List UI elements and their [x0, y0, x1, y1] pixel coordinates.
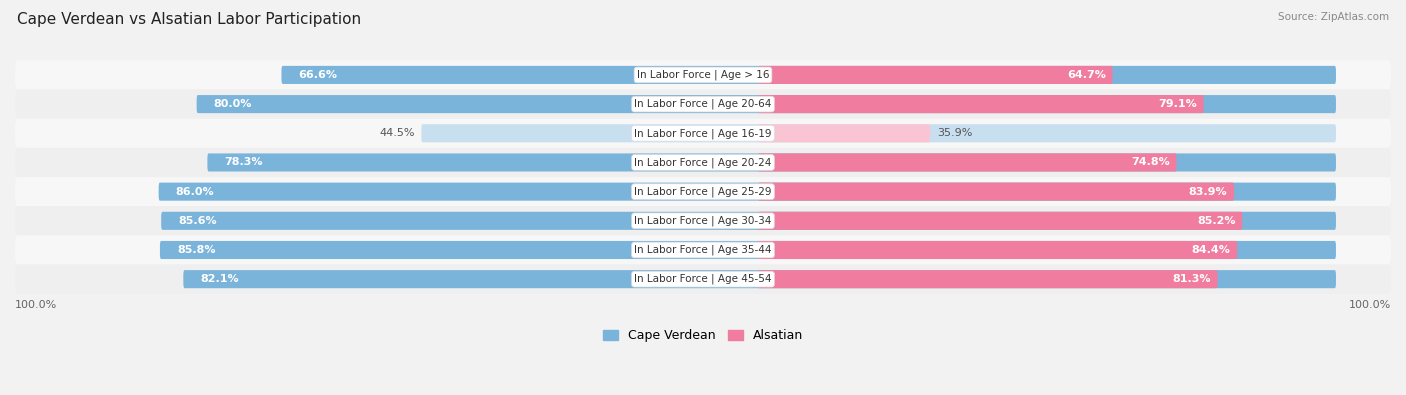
FancyBboxPatch shape [758, 182, 1234, 201]
FancyBboxPatch shape [208, 153, 1336, 171]
Text: 44.5%: 44.5% [380, 128, 415, 138]
FancyBboxPatch shape [758, 124, 931, 142]
Text: Cape Verdean vs Alsatian Labor Participation: Cape Verdean vs Alsatian Labor Participa… [17, 12, 361, 27]
FancyBboxPatch shape [758, 241, 1237, 259]
Text: In Labor Force | Age 35-44: In Labor Force | Age 35-44 [634, 245, 772, 255]
FancyBboxPatch shape [15, 177, 1391, 206]
Text: 35.9%: 35.9% [938, 128, 973, 138]
Text: 85.6%: 85.6% [179, 216, 217, 226]
FancyBboxPatch shape [758, 95, 1204, 113]
FancyBboxPatch shape [159, 182, 1336, 201]
Text: In Labor Force | Age 16-19: In Labor Force | Age 16-19 [634, 128, 772, 139]
Text: 66.6%: 66.6% [298, 70, 337, 80]
Text: 74.8%: 74.8% [1130, 158, 1170, 167]
FancyBboxPatch shape [183, 270, 1336, 288]
FancyBboxPatch shape [197, 95, 1336, 113]
Text: In Labor Force | Age 20-24: In Labor Force | Age 20-24 [634, 157, 772, 168]
Text: 81.3%: 81.3% [1173, 274, 1211, 284]
Text: 83.9%: 83.9% [1188, 186, 1227, 197]
Legend: Cape Verdean, Alsatian: Cape Verdean, Alsatian [598, 324, 808, 347]
FancyBboxPatch shape [758, 153, 1177, 171]
Text: In Labor Force | Age 20-64: In Labor Force | Age 20-64 [634, 99, 772, 109]
FancyBboxPatch shape [758, 270, 1218, 288]
Text: In Labor Force | Age 25-29: In Labor Force | Age 25-29 [634, 186, 772, 197]
Text: 82.1%: 82.1% [201, 274, 239, 284]
FancyBboxPatch shape [15, 90, 1391, 118]
Text: In Labor Force | Age 30-34: In Labor Force | Age 30-34 [634, 216, 772, 226]
FancyBboxPatch shape [758, 66, 1112, 84]
Text: 64.7%: 64.7% [1067, 70, 1105, 80]
Text: 78.3%: 78.3% [225, 158, 263, 167]
FancyBboxPatch shape [15, 60, 1391, 90]
Text: 100.0%: 100.0% [15, 299, 58, 310]
Text: 85.2%: 85.2% [1197, 216, 1236, 226]
FancyBboxPatch shape [422, 124, 1336, 142]
FancyBboxPatch shape [15, 148, 1391, 177]
Text: 80.0%: 80.0% [214, 99, 252, 109]
FancyBboxPatch shape [281, 66, 1336, 84]
Text: Source: ZipAtlas.com: Source: ZipAtlas.com [1278, 12, 1389, 22]
FancyBboxPatch shape [162, 212, 1336, 230]
Text: In Labor Force | Age > 16: In Labor Force | Age > 16 [637, 70, 769, 80]
Text: 100.0%: 100.0% [1348, 299, 1391, 310]
Text: 86.0%: 86.0% [176, 186, 215, 197]
FancyBboxPatch shape [758, 212, 1243, 230]
Text: In Labor Force | Age 45-54: In Labor Force | Age 45-54 [634, 274, 772, 284]
FancyBboxPatch shape [160, 241, 1336, 259]
FancyBboxPatch shape [15, 235, 1391, 265]
FancyBboxPatch shape [15, 118, 1391, 148]
Text: 79.1%: 79.1% [1159, 99, 1197, 109]
FancyBboxPatch shape [15, 206, 1391, 235]
FancyBboxPatch shape [15, 265, 1391, 294]
Text: 85.8%: 85.8% [177, 245, 215, 255]
Text: 84.4%: 84.4% [1191, 245, 1230, 255]
